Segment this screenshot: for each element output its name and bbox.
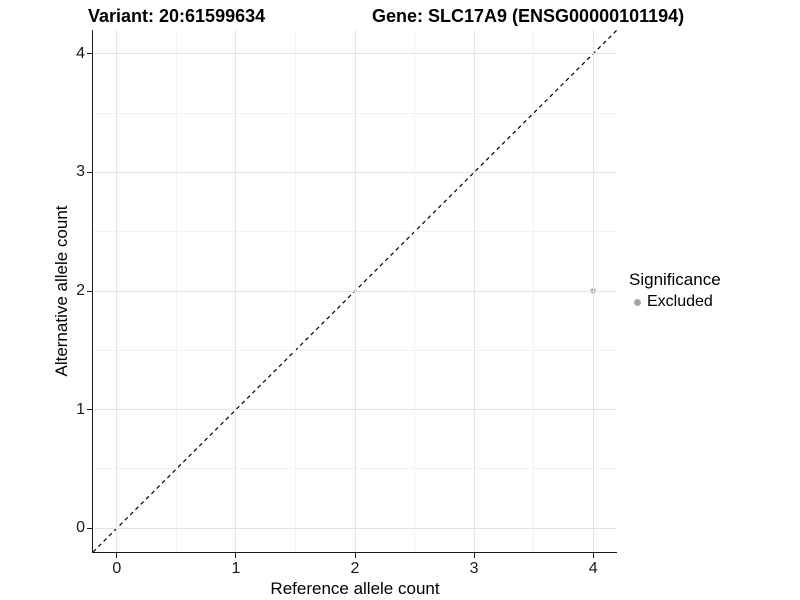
y-axis-tick	[87, 53, 92, 55]
x-axis-tick	[473, 553, 475, 558]
x-axis-tick	[592, 553, 594, 558]
gridline-major-horizontal	[93, 527, 617, 529]
gridline-major-horizontal	[93, 53, 617, 55]
y-tick-label: 2	[76, 282, 85, 299]
plot-panel: 0 1 2 3 4 0 1 2 3 4	[76, 29, 618, 577]
y-axis-tick	[87, 409, 92, 411]
y-tick-label: 4	[76, 44, 85, 62]
legend-item-excluded: Excluded	[629, 293, 721, 311]
x-axis-tick	[354, 553, 356, 558]
x-tick-label: 3	[469, 560, 479, 577]
legend: Significance Excluded	[629, 270, 721, 311]
plot-title-gene: Gene: SLC17A9 (ENSG00000101194)	[372, 6, 685, 26]
y-axis-tick	[87, 290, 92, 292]
plot-title-variant: Variant: 20:61599634	[88, 6, 266, 26]
y-tick-label: 3	[76, 163, 85, 181]
x-axis-tick	[235, 553, 237, 558]
y-tick-label: 1	[76, 400, 85, 418]
x-tick-label: 0	[112, 560, 122, 577]
y-tick-label: 0	[76, 519, 85, 537]
y-axis-tick	[87, 527, 92, 529]
gridline-major-horizontal	[93, 171, 617, 173]
gridline-major-horizontal	[93, 409, 617, 411]
gridline-major-horizontal	[93, 290, 617, 292]
legend-item-label: Excluded	[647, 293, 713, 310]
legend-title: Significance	[629, 270, 721, 289]
x-tick-label: 1	[231, 560, 241, 577]
y-axis-tick	[87, 171, 92, 173]
x-axis-tick	[116, 553, 118, 558]
x-tick-label: 4	[588, 560, 598, 577]
x-axis-title: Reference allele count	[270, 579, 440, 598]
x-tick-label: 2	[350, 560, 360, 577]
legend-point-icon	[634, 298, 641, 306]
